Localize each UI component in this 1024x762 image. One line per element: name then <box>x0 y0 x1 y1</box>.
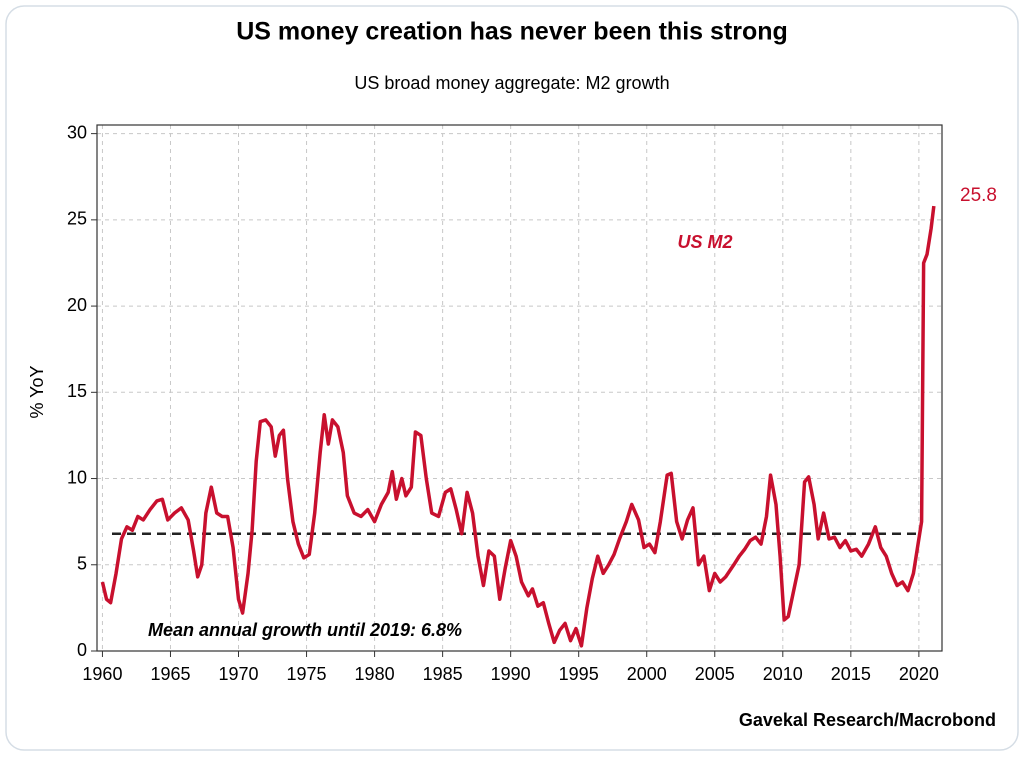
chart-subtitle: US broad money aggregate: M2 growth <box>354 73 669 93</box>
x-tick-label: 1960 <box>82 664 122 684</box>
x-tick-label: 2015 <box>831 664 871 684</box>
mean-label: Mean annual growth until 2019: 6.8% <box>148 620 462 640</box>
y-tick-label: 0 <box>77 640 87 660</box>
chart-title: US money creation has never been this st… <box>236 18 788 46</box>
series-line <box>100 205 936 648</box>
x-tick-label: 1965 <box>150 664 190 684</box>
end-value-label: 25.8 <box>960 185 997 206</box>
y-tick-label: 10 <box>67 467 87 487</box>
y-tick-label: 20 <box>67 295 87 315</box>
x-tick-label: 1995 <box>559 664 599 684</box>
y-axis-label: % YoY <box>27 365 47 418</box>
x-tick-label: 1970 <box>218 664 258 684</box>
x-tick-label: 2010 <box>763 664 803 684</box>
y-tick-label: 25 <box>67 209 87 229</box>
y-tick-label: 30 <box>67 122 87 142</box>
x-tick-label: 2020 <box>899 664 939 684</box>
y-tick-label: 15 <box>67 381 87 401</box>
x-tick-label: 1985 <box>423 664 463 684</box>
x-tick-label: 2000 <box>627 664 667 684</box>
y-tick-label: 5 <box>77 554 87 574</box>
source: Gavekal Research/Macrobond <box>739 710 996 730</box>
plot-frame <box>96 124 943 652</box>
series-label: US M2 <box>677 232 732 252</box>
x-tick-label: 1975 <box>287 664 327 684</box>
x-tick-label: 1990 <box>491 664 531 684</box>
x-tick-label: 1980 <box>355 664 395 684</box>
card <box>5 5 1019 751</box>
x-tick-label: 2005 <box>695 664 735 684</box>
